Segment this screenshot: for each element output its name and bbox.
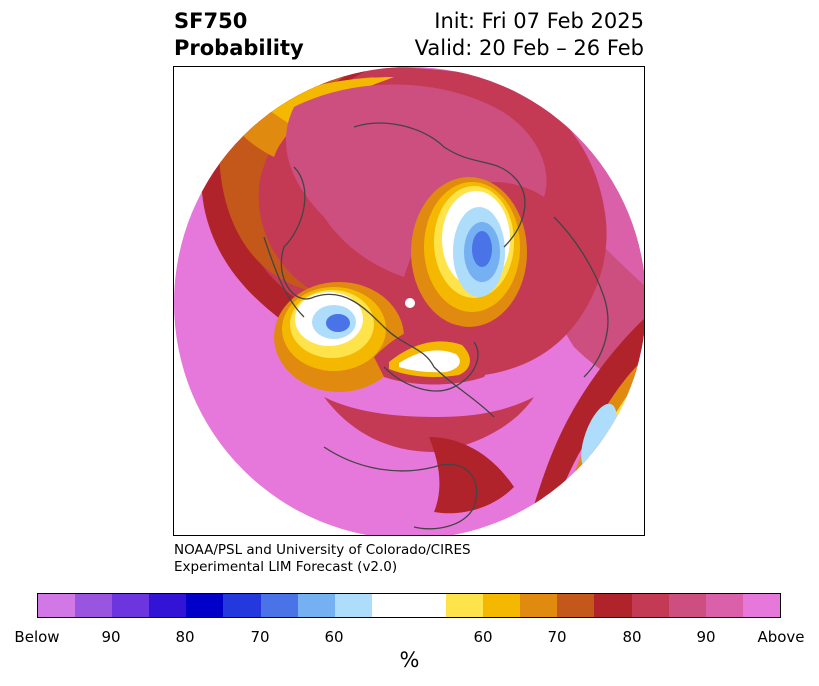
colorbar-swatch [446,594,484,617]
field-below60-atlantic [581,403,617,471]
coastlines [263,122,609,530]
colorbar-swatch [38,594,76,617]
colorbar-tick-label: 70 [250,628,270,646]
colorbar-tick-label: 90 [101,628,121,646]
colorbar-swatch [668,594,706,617]
field-80-pole [285,84,547,277]
field-neutral-greenland [399,350,460,373]
colorbar-swatch [371,594,409,617]
colorbar-swatch [186,594,224,617]
probability-map [174,67,644,535]
colorbar-unit-label: % [399,648,420,672]
colorbar-swatch [631,594,669,617]
credit-text: NOAA/PSL and University of Colorado/CIRE… [174,542,471,576]
credit-line2: Experimental LIM Forecast (v2.0) [174,559,398,575]
colorbar-tick-label: 60 [324,628,344,646]
field-75-us [324,397,534,452]
colorbar-tick-label: 60 [473,628,493,646]
colorbar-swatch [112,594,150,617]
colorbar-tick-label: 80 [622,628,642,646]
field-below80-siberia [472,231,492,267]
colorbar-swatch [742,594,780,617]
colorbar-tick-label: 80 [175,628,195,646]
colorbar-swatch [75,594,113,617]
colorbar [37,593,781,618]
colorbar-swatch [520,594,558,617]
map-frame [173,66,645,536]
colorbar-swatch [483,594,521,617]
colorbar-swatch [149,594,187,617]
colorbar-swatch [408,594,447,617]
field-70-atlantic [524,317,644,535]
colorbar-tick-label: 90 [696,628,716,646]
chart-title-right: Init: Fri 07 Feb 2025 Valid: 20 Feb – 26… [415,8,644,62]
field-below80-alaska [326,314,350,332]
field-type: Probability [174,36,304,60]
colorbar-tick-label: Below [14,628,60,646]
credit-line1: NOAA/PSL and University of Colorado/CIRE… [174,542,471,558]
colorbar-ticks: Below 90 80 70 60 60 70 80 90 Above [0,628,819,648]
colorbar-swatch [223,594,261,617]
field-name: SF750 [174,9,248,33]
colorbar-swatch [260,594,298,617]
colorbar-swatch [297,594,335,617]
colorbar-tick-label: Above [757,628,805,646]
colorbar-swatch [594,594,632,617]
colorbar-swatch [334,594,372,617]
colorbar-swatch [705,594,743,617]
colorbar-tick-label: 70 [547,628,567,646]
chart-title-left: SF750 Probability [174,8,304,62]
init-date: Init: Fri 07 Feb 2025 [434,9,644,33]
valid-range: Valid: 20 Feb – 26 Feb [414,36,644,60]
colorbar-swatch [557,594,595,617]
north-pole-marker [405,298,415,308]
